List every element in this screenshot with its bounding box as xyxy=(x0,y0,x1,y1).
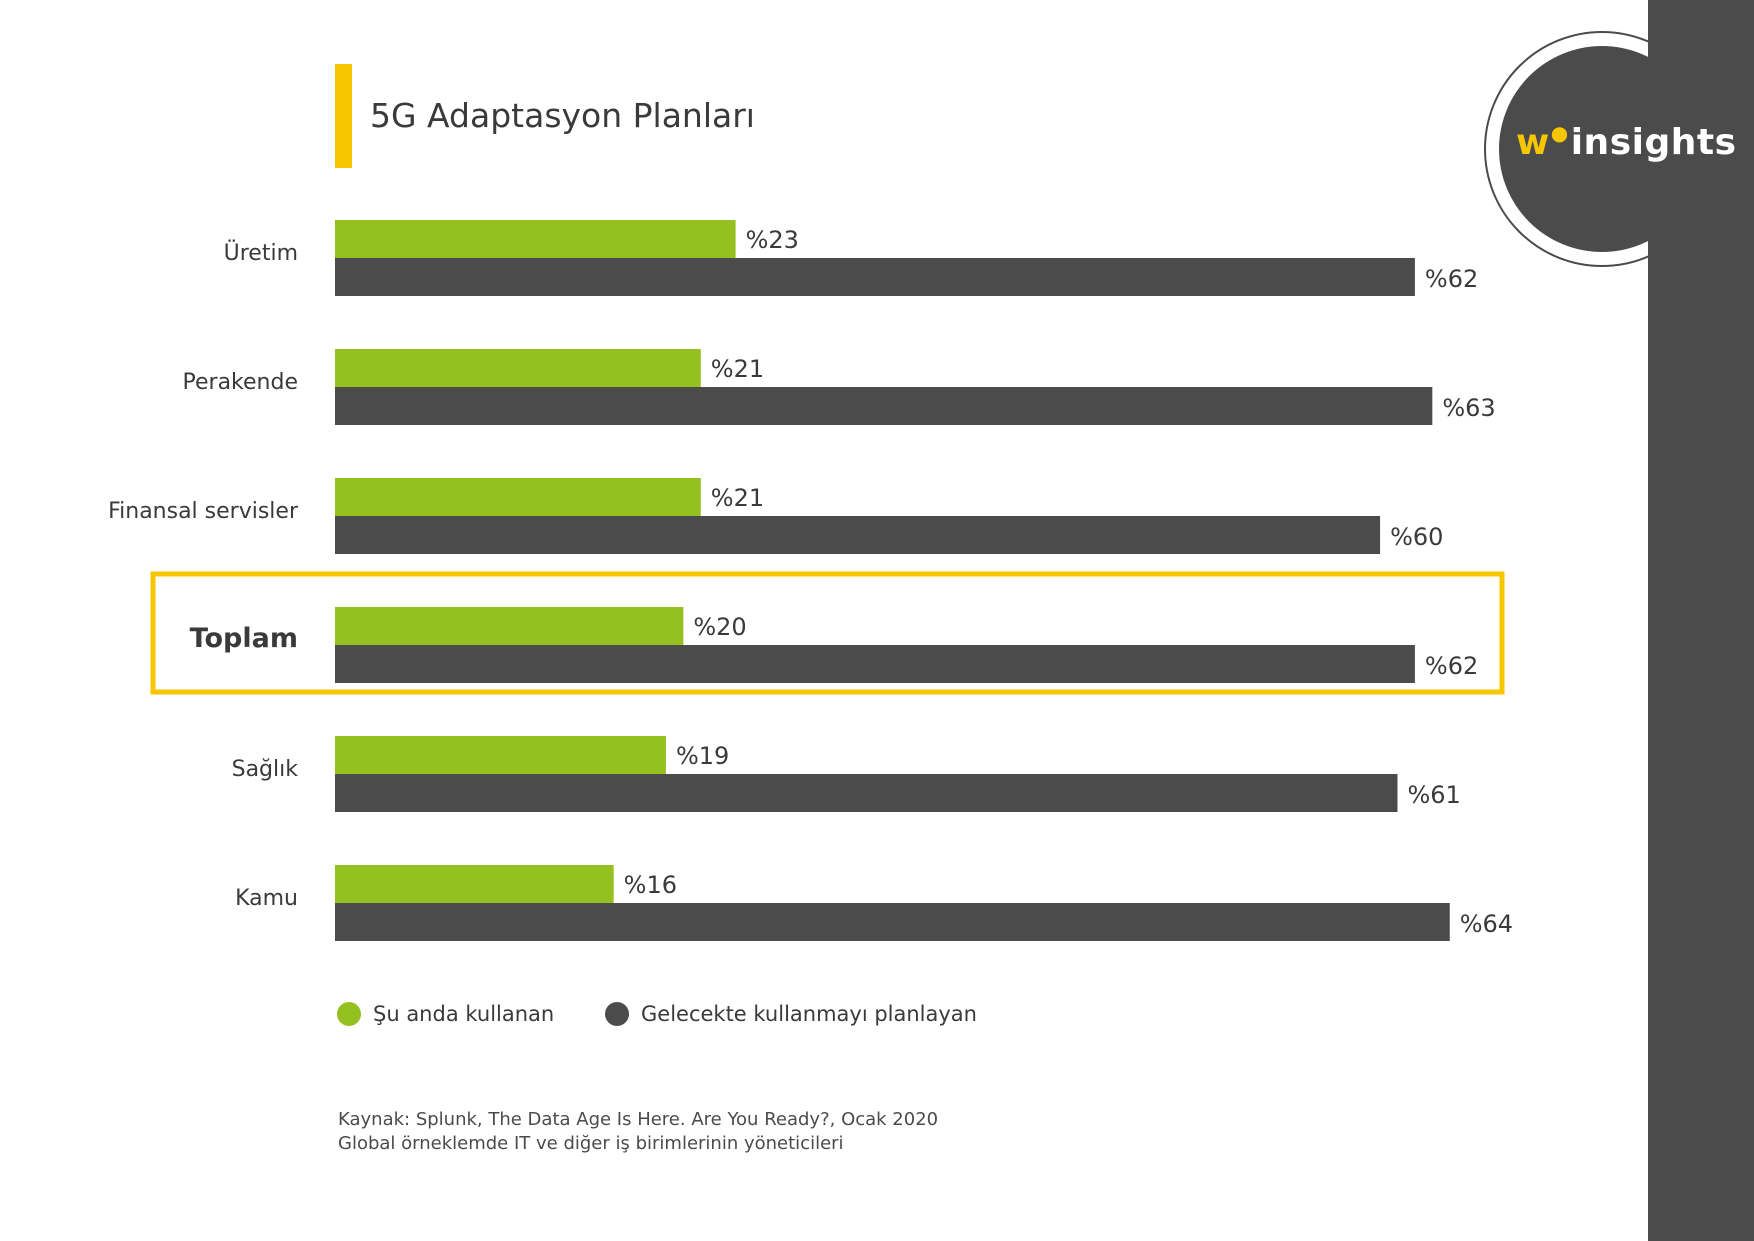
bar-current xyxy=(335,865,614,903)
category-label: Sağlık xyxy=(232,757,299,782)
value-label-current: %19 xyxy=(676,742,729,770)
logo-mark: w xyxy=(1516,122,1550,163)
legend-dot-green-icon xyxy=(337,1002,361,1026)
bar-current xyxy=(335,478,701,516)
value-label-future: %63 xyxy=(1442,394,1495,422)
legend-item-future: Gelecekte kullanmayı planlayan xyxy=(605,1002,977,1026)
category-label: Üretim xyxy=(224,240,298,266)
bar-future xyxy=(335,774,1398,812)
title-accent-bar xyxy=(335,64,352,168)
legend-label-current: Şu anda kullanan xyxy=(373,1002,555,1026)
bar-current xyxy=(335,349,701,387)
value-label-future: %62 xyxy=(1425,265,1478,293)
source-line-2: Global örneklemde IT ve diğer iş birimle… xyxy=(338,1133,844,1154)
bar-future xyxy=(335,516,1381,554)
category-label: Finansal servisler xyxy=(108,499,299,524)
bar-future xyxy=(335,258,1415,296)
chart-title: 5G Adaptasyon Planları xyxy=(370,96,755,135)
bar-current xyxy=(335,607,684,645)
logo-disc xyxy=(1499,46,1705,252)
bar-future xyxy=(335,387,1433,425)
value-label-current: %23 xyxy=(746,226,799,254)
legend-dot-dark-icon xyxy=(605,1002,629,1026)
highlight-frame xyxy=(150,571,1505,695)
value-label-current: %21 xyxy=(711,355,764,383)
legend-label-future: Gelecekte kullanmayı planlayan xyxy=(641,1002,977,1026)
bar-current xyxy=(335,736,666,774)
value-label-current: %16 xyxy=(624,871,677,899)
value-label-current: %20 xyxy=(693,613,746,641)
category-label: Toplam xyxy=(190,623,298,654)
value-label-future: %60 xyxy=(1390,523,1443,551)
value-label-future: %61 xyxy=(1407,781,1460,809)
bar-current xyxy=(335,220,736,258)
value-label-current: %21 xyxy=(711,484,764,512)
value-label-future: %64 xyxy=(1460,910,1513,938)
category-label: Perakende xyxy=(183,370,298,395)
bar-future xyxy=(335,645,1415,683)
legend-item-current: Şu anda kullanan xyxy=(337,1002,554,1026)
logo-ring xyxy=(1484,31,1720,267)
logo-text: insights xyxy=(1570,122,1737,163)
logo-dot-icon: ● xyxy=(1550,121,1569,145)
brand-logo: w●insights xyxy=(1516,121,1737,172)
source-line-1: Kaynak: Splunk, The Data Age Is Here. Ar… xyxy=(338,1109,939,1130)
category-label: Kamu xyxy=(235,886,298,911)
value-label-future: %62 xyxy=(1425,652,1478,680)
source-note: Kaynak: Splunk, The Data Age Is Here. Ar… xyxy=(338,1108,938,1156)
bar-future xyxy=(335,903,1450,941)
